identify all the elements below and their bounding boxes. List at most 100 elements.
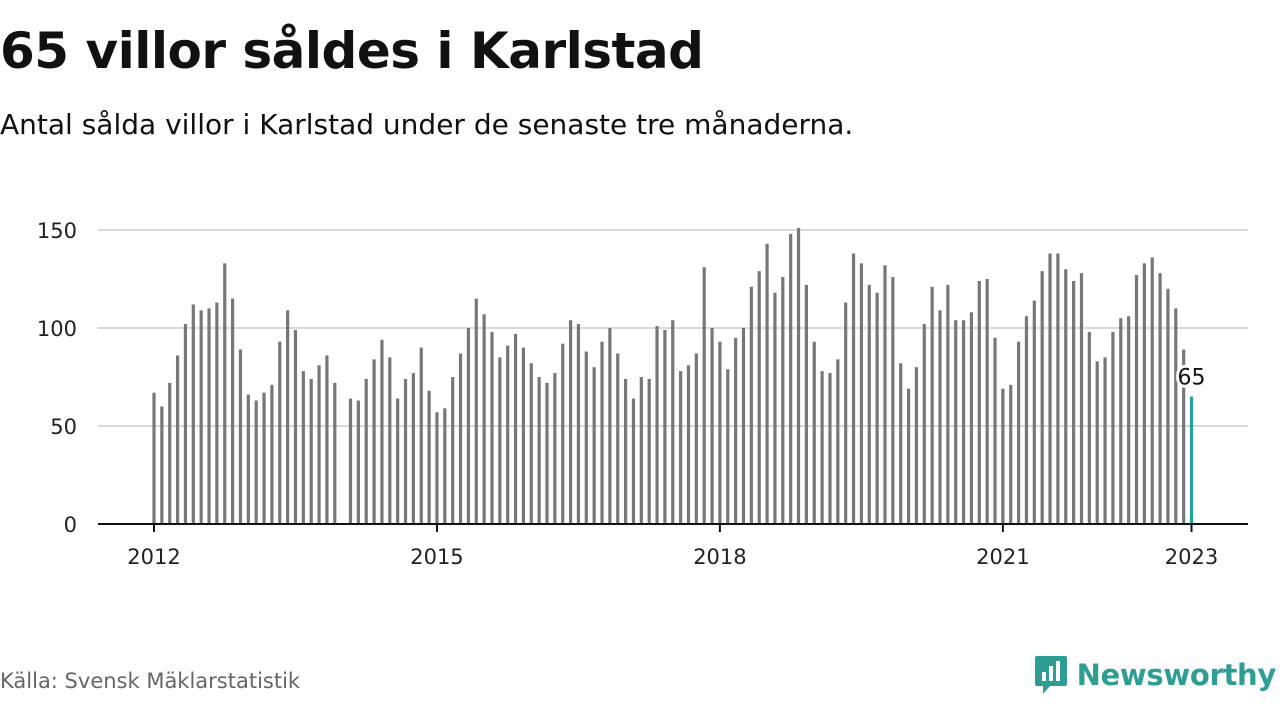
bar xyxy=(789,233,793,525)
bar xyxy=(844,302,848,524)
bar xyxy=(1024,316,1029,524)
bar xyxy=(616,353,620,524)
bar xyxy=(608,328,612,524)
bar xyxy=(647,378,651,524)
bar xyxy=(364,378,368,524)
bar xyxy=(199,310,203,524)
bar xyxy=(333,382,337,524)
bar xyxy=(576,324,581,524)
chart-title: 65 villor såldes i Karlstad xyxy=(0,22,704,80)
bar xyxy=(1119,318,1123,524)
bar xyxy=(1111,331,1115,524)
bar xyxy=(946,284,950,524)
bar xyxy=(757,271,761,524)
source-note: Källa: Svensk Mäklarstatistik xyxy=(0,669,301,693)
bar xyxy=(1040,271,1044,524)
bar xyxy=(372,359,376,524)
newsworthy-logo-icon xyxy=(1034,656,1067,694)
bar xyxy=(883,265,887,524)
bar xyxy=(741,328,746,524)
bar xyxy=(293,329,298,524)
bar xyxy=(160,406,164,524)
bar xyxy=(553,373,557,524)
bar xyxy=(592,367,596,524)
bar xyxy=(466,328,470,524)
bar-chart: 0 50 100 150 2012 2015 2018 2021 2023 65 xyxy=(37,219,1248,569)
bar xyxy=(1103,357,1107,524)
bar xyxy=(702,267,706,524)
bar xyxy=(309,378,313,524)
bar xyxy=(458,353,463,524)
bar xyxy=(914,367,919,524)
x-tick-label-2015: 2015 xyxy=(410,545,463,569)
brand-logo[interactable]: Newsworthy xyxy=(1033,654,1276,696)
bar xyxy=(938,310,942,524)
bar xyxy=(286,310,290,524)
bar xyxy=(506,345,510,524)
bar xyxy=(388,357,392,524)
bar xyxy=(537,377,541,524)
bar xyxy=(215,302,219,524)
bar xyxy=(568,320,573,524)
bar xyxy=(781,277,785,524)
bar xyxy=(380,339,384,524)
bar xyxy=(278,341,282,524)
y-tick-label-100: 100 xyxy=(37,317,77,341)
y-tick-label-0: 0 xyxy=(64,513,77,537)
bar xyxy=(679,371,683,524)
bar xyxy=(796,228,801,525)
bar xyxy=(922,324,926,524)
bar xyxy=(1048,253,1052,524)
bar xyxy=(663,329,667,524)
bar xyxy=(529,363,533,524)
bar xyxy=(694,353,698,524)
chart-subtitle: Antal sålda villor i Karlstad under de s… xyxy=(0,108,854,141)
bar xyxy=(969,312,974,524)
bar xyxy=(513,333,518,524)
x-tick-label-2021: 2021 xyxy=(976,545,1029,569)
bar xyxy=(419,347,423,524)
bar xyxy=(906,388,911,524)
y-tick-label-150: 150 xyxy=(37,219,77,243)
bar xyxy=(985,279,989,524)
bar xyxy=(859,263,863,524)
bar xyxy=(207,308,211,524)
bar xyxy=(183,324,188,524)
bar xyxy=(891,277,895,524)
bar xyxy=(954,320,958,524)
bar xyxy=(1017,341,1021,524)
bar xyxy=(152,392,156,524)
bar-highlight xyxy=(1189,396,1194,524)
bar xyxy=(1079,273,1084,524)
bar xyxy=(474,298,478,524)
bar xyxy=(191,304,195,524)
bar xyxy=(490,331,494,524)
axes xyxy=(98,523,1248,532)
bar xyxy=(584,351,588,524)
bar xyxy=(655,326,659,524)
bar xyxy=(301,371,305,524)
bar xyxy=(1158,273,1162,524)
bar xyxy=(231,298,235,524)
bar xyxy=(631,398,636,524)
bar xyxy=(435,412,439,524)
bar xyxy=(1087,331,1091,524)
bar xyxy=(451,377,455,524)
bar xyxy=(1150,257,1154,524)
bar xyxy=(1174,308,1178,524)
bar xyxy=(804,284,808,524)
bar xyxy=(734,337,738,524)
bar xyxy=(443,408,447,524)
labels: 0 50 100 150 2012 2015 2018 2021 2023 65 xyxy=(37,219,1218,569)
bar xyxy=(168,382,172,524)
bars xyxy=(152,228,1194,525)
bar xyxy=(545,382,549,524)
bar xyxy=(356,400,360,524)
x-tick-label-2012: 2012 xyxy=(127,545,180,569)
bar xyxy=(977,280,981,524)
bar xyxy=(325,355,329,524)
y-tick-label-50: 50 xyxy=(50,415,77,439)
bar xyxy=(561,343,565,524)
brand-name: Newsworthy xyxy=(1076,658,1277,692)
bar xyxy=(238,349,243,524)
